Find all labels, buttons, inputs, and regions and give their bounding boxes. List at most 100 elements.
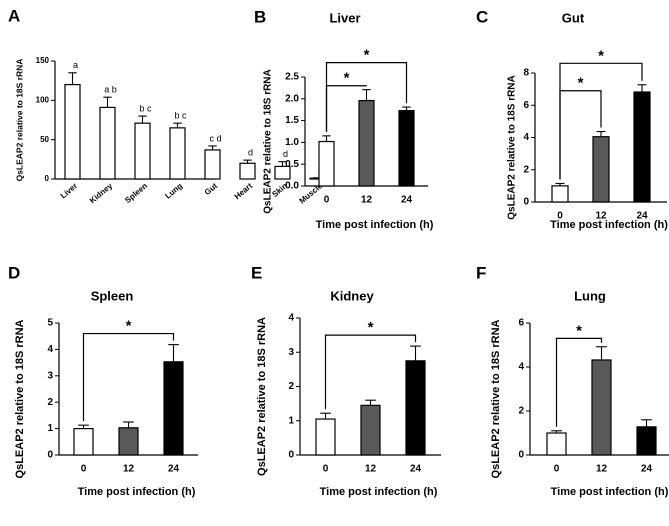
bar-A-skin [274, 165, 291, 180]
y-tick-label-B: 0.0 [285, 181, 299, 192]
significance-bracket-D [82, 332, 175, 422]
panel-letter-F: F [476, 263, 486, 282]
x-tick-label-E: 12 [365, 464, 377, 475]
bar-B-12 [358, 99, 375, 187]
significance-star-B: * [344, 70, 350, 87]
significance-star-B: * [364, 47, 370, 64]
y-axis-label-C: QsLEAP2 relative to 18S rRNA [507, 75, 518, 220]
panel-B: B Liver 0.0 0.5 1.0 1.5 2.0 2.5 QsLEAP2 relative… [254, 7, 434, 230]
y-tick-label-E: 4 [288, 313, 294, 324]
chart-title-E: Kidney [330, 288, 374, 303]
y-tick-label-E: 1 [288, 415, 294, 426]
panel-A: A 0 50 100 150 QsLEAP2 relative to 18S rRNA a L… [8, 6, 326, 206]
y-tick-label-B: 1.5 [285, 115, 299, 126]
y-tick-label-F: 4 [518, 362, 524, 373]
significance-bracket-B [325, 62, 408, 132]
panel-letter-E: E [251, 263, 262, 282]
sig-letter-label: b c [174, 111, 187, 121]
sig-letter-label: d [283, 149, 288, 159]
significance-bracket-F [555, 337, 603, 427]
y-tick-label-C: 0 [523, 197, 529, 208]
significance-star-F: * [576, 322, 582, 339]
x-tick-label-A: Kidney [88, 181, 115, 205]
bar-E-0 [315, 418, 336, 456]
bar-B-0 [318, 140, 335, 187]
y-axis-label-D: QsLEAP2 relative to 18S rRNA [14, 319, 26, 478]
y-tick-label-B: 0.5 [285, 159, 299, 170]
x-tick-label-C: 0 [557, 211, 563, 222]
panel-letter-A: A [8, 6, 20, 25]
significance-star-C: * [598, 47, 604, 64]
y-tick-label-E: 3 [288, 347, 294, 358]
chart-title-F: Lung [574, 288, 606, 303]
x-tick-label-A: Spleen [123, 181, 149, 205]
x-axis-label-D: Time post infection (h) [78, 486, 196, 498]
y-axis-label-F: QsLEAP2 relative to 18S rRNA [490, 319, 502, 478]
x-tick-label-A: Liver [59, 181, 79, 200]
chart-title-D: Spleen [91, 288, 134, 303]
y-tick-label-D: 3 [47, 370, 53, 381]
bar-C-12 [592, 136, 610, 203]
bar-A-kidney [99, 106, 116, 180]
bar-A-lung [169, 127, 186, 180]
y-tick-label-B: 2.0 [285, 93, 299, 104]
y-axis-label-E: QsLEAP2 relative to 18S rRNA [256, 317, 268, 476]
sig-letter-label: c d [209, 133, 221, 143]
y-tick-label-B: 1.0 [285, 137, 299, 148]
panel-letter-D: D [8, 263, 20, 282]
x-tick-label-F: 0 [554, 464, 560, 475]
x-tick-label-D: 24 [168, 464, 180, 475]
bar-B-24 [398, 109, 415, 187]
sig-letter-label: d [248, 147, 253, 157]
sig-letter-label: a b [104, 85, 117, 95]
x-tick-label-A: Heart [233, 181, 255, 201]
panel-letter-B: B [254, 7, 266, 26]
y-tick-label-A: 100 [36, 95, 50, 104]
x-axis-label-C: Time post infection (h) [550, 219, 668, 231]
significance-star-D: * [126, 318, 132, 335]
y-tick-label-B: 2.5 [285, 72, 299, 83]
y-tick-label-F: 2 [518, 406, 524, 417]
sig-letter-label: a [73, 60, 78, 70]
x-tick-label-F: 12 [596, 464, 608, 475]
bar-F-12 [591, 359, 612, 456]
significance-bracket-E [324, 334, 417, 410]
bar-E-12 [360, 404, 381, 456]
bar-D-12 [118, 427, 139, 456]
bar-D-0 [73, 428, 94, 456]
significance-bracket-C [559, 62, 643, 180]
y-tick-label-C: 2 [523, 164, 529, 175]
x-tick-label-B: 24 [401, 195, 413, 206]
x-tick-label-A: Lung [163, 181, 184, 201]
y-tick-label-F: 0 [518, 450, 524, 461]
x-tick-label-C: 12 [595, 211, 607, 222]
y-tick-label-C: 4 [523, 132, 529, 143]
x-tick-label-E: 0 [323, 464, 329, 475]
y-tick-label-A: 150 [36, 56, 50, 65]
x-tick-label-F: 24 [641, 464, 653, 475]
y-tick-label-F: 6 [518, 318, 524, 329]
bar-D-24 [163, 361, 184, 456]
x-axis-label-F: Time post infection (h) [551, 486, 669, 498]
x-tick-label-D: 12 [123, 464, 135, 475]
y-tick-label-E: 0 [288, 450, 294, 461]
bar-A-liver [64, 83, 81, 180]
chart-title-B: Liver [329, 10, 360, 25]
y-tick-label-C: 8 [523, 68, 529, 79]
bar-A-heart [239, 162, 256, 180]
sig-letter-label: b c [139, 103, 152, 113]
y-tick-label-A: 50 [40, 135, 49, 144]
y-tick-label-E: 2 [288, 381, 294, 392]
y-tick-label-A: 0 [45, 174, 50, 183]
bar-A-spleen [134, 122, 151, 180]
x-axis-label-E: Time post infection (h) [320, 486, 438, 498]
y-tick-label-D: 4 [47, 344, 53, 355]
bar-C-24 [633, 91, 651, 203]
y-tick-label-D: 5 [47, 318, 53, 329]
chart-title-C: Gut [562, 10, 585, 25]
y-axis-label-B: QsLEAP2 relative to 18S rRNA [263, 69, 274, 214]
